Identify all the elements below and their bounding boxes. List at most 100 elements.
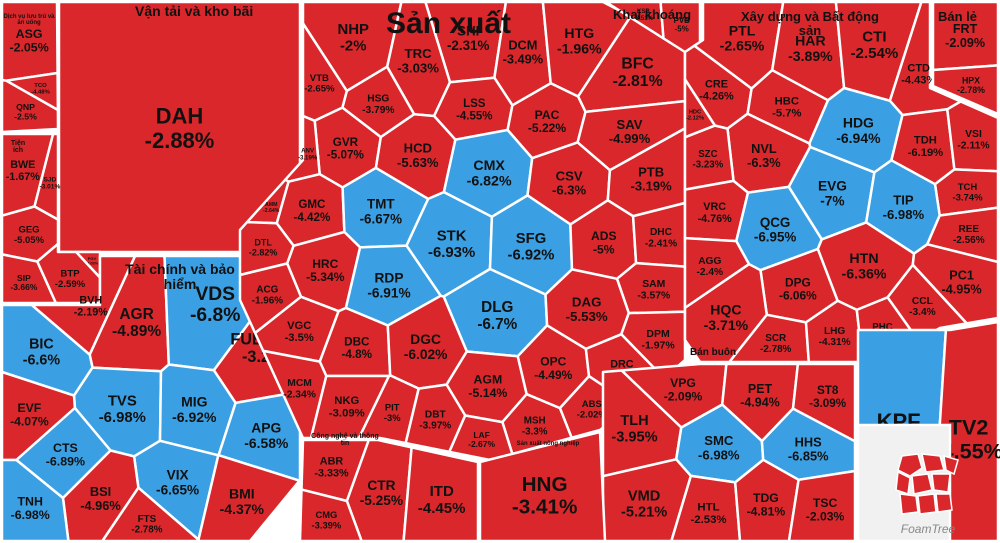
cell-change-dlg: -6.7% xyxy=(477,316,517,333)
cell-ticker-tlh: TLH xyxy=(620,413,648,429)
cell-ticker-vmd: VMD xyxy=(628,488,660,504)
cell-change-anv: -3.19% xyxy=(298,154,318,161)
cell-change-sfg: -6.92% xyxy=(508,247,555,263)
cell-change-tch: -3.74% xyxy=(952,193,983,204)
cell-ticker-cts: CTS xyxy=(53,441,78,455)
cell-change-tdg: -4.81% xyxy=(747,504,786,518)
cell-change-hqc: -3.71% xyxy=(704,317,749,333)
cell-change-sam: -3.57% xyxy=(637,290,670,301)
cell-ticker-dah: DAH xyxy=(156,104,204,129)
cell-change-sav: -4.99% xyxy=(609,131,651,146)
cell-hqc[interactable] xyxy=(683,262,769,364)
cell-ticker-ptl: PTL xyxy=(729,22,756,38)
cell-ticker-hdg: HDG xyxy=(843,115,874,131)
cell-change-szc: -3.23% xyxy=(693,160,724,171)
cell-change-hcd: -5.63% xyxy=(397,155,439,170)
cell-change-ctd: -4.43% xyxy=(901,74,936,86)
cell-ticker-mig: MIG xyxy=(181,394,208,410)
cell-change-cts: -6.89% xyxy=(46,455,85,469)
cell-ticker-fts: FTS xyxy=(138,514,157,525)
group-4: NHP-2%SHI-2.31% DCM-3.49%HSG-3.79%TRC-3.0… xyxy=(238,0,687,462)
cell-itd[interactable] xyxy=(402,446,480,543)
cell-change-dbc: -4.8% xyxy=(342,348,373,361)
cell-ticker-dhc: DHC xyxy=(650,227,673,238)
cell-change-hbc: -5.7% xyxy=(772,108,801,120)
cell-change-hhs: -6.85% xyxy=(788,449,829,464)
cell-change-amm: -2.64% xyxy=(263,208,280,214)
cell-ticker-bfc: BFC xyxy=(621,56,653,73)
cell-change-ptb: -3.19% xyxy=(630,179,672,194)
cell-change-tip: -6.98% xyxy=(883,207,925,222)
cell-change-dbt: -3.97% xyxy=(419,421,451,432)
cell-change-cmg: -3.39% xyxy=(312,519,342,530)
cell-ticker-tsc: TSC xyxy=(813,496,838,510)
cell-cmg[interactable] xyxy=(298,488,363,543)
group-8: VPG-2.09%PET-4.94%ST8-3.09%TLH-3.95% SMC-… xyxy=(601,362,857,543)
cell-ticker-hdc: HDC xyxy=(689,109,701,115)
cell-ticker-htg: HTG xyxy=(564,25,594,41)
cell-ticker-smc: SMC xyxy=(704,433,734,448)
cell-tsc[interactable] xyxy=(787,469,857,543)
cell-fts[interactable] xyxy=(101,486,201,543)
cell-change-abr: -3.33% xyxy=(314,468,349,480)
cell-ticker-htn: HTN xyxy=(849,251,878,267)
cell-ticker-gmc: GMC xyxy=(298,198,326,211)
cell-ticker-stk: STK xyxy=(437,228,467,244)
cell-change-vpg: -2.09% xyxy=(664,390,703,404)
cell-ticker-st8: ST8 xyxy=(817,384,839,397)
cell-ticker-tch: TCH xyxy=(958,182,978,193)
cell-change-tco: -4.48% xyxy=(31,90,50,96)
cell-change-bmi: -4.37% xyxy=(220,501,265,517)
cell-ticker-dbt: DBT xyxy=(425,410,447,421)
cell-ticker-laf: LAF xyxy=(473,430,490,440)
cell-ticker-dpg: DPG xyxy=(785,275,811,289)
cell-change-frt: -2.09% xyxy=(945,36,985,50)
cell-change-cmx: -6.82% xyxy=(467,174,512,190)
cell-change-qnp: -2.5% xyxy=(14,112,37,122)
cell-ticker-vtb: VTB xyxy=(310,73,329,84)
group-label-nong-nghiep: Sản xuất nông nghiệp xyxy=(516,441,580,447)
cell-change-dag: -5.53% xyxy=(566,309,608,324)
cell-change-dpm: -1.97% xyxy=(641,340,675,352)
group-label-san-xuat: Sản xuất xyxy=(386,7,512,40)
group-6: PTL-2.65% HAR-3.89%CTI-2.54%CTD-4.43%CRE-… xyxy=(683,0,1000,364)
cell-ticker-shi: SHI xyxy=(457,23,479,38)
cell-change-dhc: -2.41% xyxy=(645,238,677,249)
cell-hng[interactable] xyxy=(478,430,607,543)
cell-ticker-opc: OPC xyxy=(540,355,566,369)
cell-change-bsi: -4.96% xyxy=(80,498,121,513)
cell-ticker-dpm: DPM xyxy=(646,328,670,340)
cell-ticker-cmg: CMG xyxy=(315,509,337,520)
cell-change-ree: -2.56% xyxy=(953,235,985,246)
cell-change-htg: -1.96% xyxy=(557,41,602,57)
cell-ticker-hrc: HRC xyxy=(312,257,338,271)
cell-change-hng: -3.41% xyxy=(512,496,578,519)
cell-ticker-rdp: RDP xyxy=(375,270,404,285)
cell-ticker-sfg: SFG xyxy=(516,231,546,247)
group-3: BVH-2.19%AGR-4.89%VDS-6.8%BIC-6.6%FUEIP1… xyxy=(0,254,305,543)
cell-change-sip: -3.66% xyxy=(10,282,37,292)
cell-change-pet: -4.94% xyxy=(740,396,780,410)
cell-ticker-vix: VIX xyxy=(167,467,189,482)
cell-ticker-qnp: QNP xyxy=(16,102,35,112)
cell-ticker-geg: GEG xyxy=(18,225,39,236)
cell-ticker-sjd: SJD xyxy=(43,176,56,183)
cell-hpx[interactable] xyxy=(931,64,1000,116)
cell-ticker-vds: VDS xyxy=(195,284,235,305)
cell-change-pgv: -4.03% xyxy=(86,260,99,265)
cell-ticker-hng: HNG xyxy=(522,473,568,496)
cell-ticker-ads: ADS xyxy=(591,229,617,243)
cell-change-opc: -4.49% xyxy=(534,368,572,382)
cell-ticker-qcg: QCG xyxy=(760,215,791,230)
cell-ticker-phc: PHC xyxy=(872,322,892,333)
cell-ticker-tdg: TDG xyxy=(753,491,779,505)
cell-change-vsi: -2.11% xyxy=(957,140,989,151)
cell-ticker-ctr: CTR xyxy=(367,478,395,493)
cell-tnh[interactable] xyxy=(0,458,70,543)
cell-ticker-pit: PIT xyxy=(385,402,400,413)
cell-ticker-hsg: HSG xyxy=(367,94,389,105)
cell-change-tlh: -3.95% xyxy=(611,429,657,445)
cell-change-pac: -5.22% xyxy=(528,121,567,135)
cell-ticker-bsi: BSI xyxy=(90,484,111,499)
